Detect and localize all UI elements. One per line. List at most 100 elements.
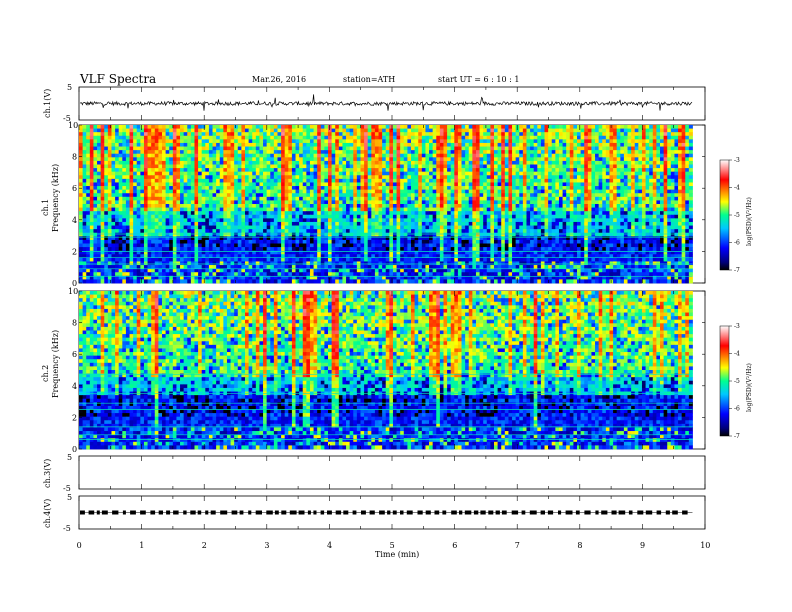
spectrogram-cell xyxy=(418,139,423,144)
spectrogram-cell xyxy=(205,204,210,208)
spectrogram-cell xyxy=(461,142,466,147)
spectrogram-cell xyxy=(526,175,531,180)
spectrogram-cell xyxy=(151,200,156,205)
spectrogram-cell xyxy=(562,211,567,216)
spectrogram-cell xyxy=(490,164,495,169)
spectrogram-cell xyxy=(494,221,499,226)
spectrogram-cell xyxy=(544,139,549,144)
spectrogram-cell xyxy=(302,146,307,151)
spectrogram-cell xyxy=(342,132,347,137)
spectrogram-cell xyxy=(540,160,545,165)
spectrogram-cell xyxy=(605,204,610,208)
spectrogram-cell xyxy=(490,193,495,198)
spectrogram-cell xyxy=(497,193,502,198)
spectrogram-cell xyxy=(273,128,278,133)
spectrogram-cell xyxy=(504,186,509,191)
spectrogram-cell xyxy=(360,153,365,158)
spectrogram-cell xyxy=(566,171,571,176)
spectrogram-cell xyxy=(284,128,289,133)
spectrogram-cell xyxy=(555,221,560,226)
spectrogram-cell xyxy=(226,160,231,165)
spectrogram-cell xyxy=(86,186,91,191)
spectrogram-cell xyxy=(223,153,228,158)
spectrogram-cell xyxy=(115,196,120,201)
spectrogram-cell xyxy=(86,189,91,194)
spectrogram-cell xyxy=(266,225,271,230)
spectrogram-cell xyxy=(183,139,188,144)
spectrogram-cell xyxy=(504,157,509,162)
spectrogram-cell xyxy=(104,196,109,201)
spectrogram-cell xyxy=(490,142,495,147)
spectrogram-cell xyxy=(475,128,480,133)
spectrogram-cell xyxy=(439,164,444,169)
spectrogram-cell xyxy=(526,204,531,208)
spectrogram-cell xyxy=(548,132,553,137)
spectrogram-cell xyxy=(104,225,109,230)
spectrogram-cell xyxy=(205,214,210,219)
spectrogram-cell xyxy=(660,128,665,133)
spectrogram-cell xyxy=(82,153,87,158)
spectrogram-cell xyxy=(544,196,549,201)
spectrogram-cell xyxy=(331,221,336,226)
spectrogram-cell xyxy=(353,168,358,173)
spectrogram-cell xyxy=(241,178,246,183)
spectrogram-cell xyxy=(237,132,242,137)
spectrogram-cell xyxy=(140,153,145,158)
spectrogram-cell xyxy=(147,214,152,219)
spectrogram-cell xyxy=(634,218,639,223)
spectrogram-cell xyxy=(490,139,495,144)
spectrogram-cell xyxy=(143,142,148,147)
spectrogram-cell xyxy=(389,207,394,212)
spectrogram-cell xyxy=(89,211,94,216)
spectrogram-cell xyxy=(219,196,224,201)
spectrogram-cell xyxy=(154,214,159,219)
spectrogram-cell xyxy=(162,221,167,226)
spectrogram-cell xyxy=(180,229,185,234)
spectrogram-cell xyxy=(180,171,185,176)
spectrogram-cell xyxy=(364,128,369,133)
spectrogram-cell xyxy=(566,207,571,212)
spectrogram-cell xyxy=(226,164,231,169)
spectrogram-cell xyxy=(649,168,654,173)
spectrogram-cell xyxy=(605,200,610,205)
spectrogram-cell xyxy=(641,218,646,223)
spectrogram-cell xyxy=(494,211,499,216)
spectrogram-cell xyxy=(595,214,600,219)
spectrogram-cell xyxy=(526,218,531,223)
spectrogram-cell xyxy=(613,171,618,176)
spectrogram-cell xyxy=(374,221,379,226)
spectrogram-cell xyxy=(226,207,231,212)
spectrogram-cell xyxy=(631,193,636,198)
spectrogram-cell xyxy=(501,160,506,165)
spectrogram-cell xyxy=(371,189,376,194)
spectrogram-cell xyxy=(497,128,502,133)
spectrogram-cell xyxy=(342,128,347,133)
spectrogram-cell xyxy=(223,139,228,144)
spectrogram-cell xyxy=(277,150,282,155)
spectrogram-cell xyxy=(486,186,491,191)
spectrogram-cell xyxy=(483,128,488,133)
spectrogram-cell xyxy=(190,214,195,219)
spectrogram-cell xyxy=(284,218,289,223)
spectrogram-cell xyxy=(403,193,408,198)
spectrogram-cell xyxy=(356,211,361,216)
spectrogram-cell xyxy=(436,189,441,194)
spectrogram-cell xyxy=(569,171,574,176)
spectrogram-cell xyxy=(288,150,293,155)
spectrogram-cell xyxy=(89,196,94,201)
spectrogram-cell xyxy=(392,196,397,201)
spectrogram-cell xyxy=(284,200,289,205)
spectrogram-cell xyxy=(226,200,231,205)
spectrogram-cell xyxy=(616,214,621,219)
spectrogram-cell xyxy=(490,178,495,183)
spectrogram-cell xyxy=(403,139,408,144)
spectrogram-cell xyxy=(429,153,434,158)
spectrogram-cell xyxy=(461,189,466,194)
spectrogram-cell xyxy=(172,128,177,133)
spectrogram-cell xyxy=(490,214,495,219)
spectrogram-cell xyxy=(79,178,84,183)
spectrogram-cell xyxy=(143,207,148,212)
spectrogram-cell xyxy=(198,225,203,230)
spectrogram-cell xyxy=(475,214,480,219)
spectrogram-cell xyxy=(367,211,372,216)
